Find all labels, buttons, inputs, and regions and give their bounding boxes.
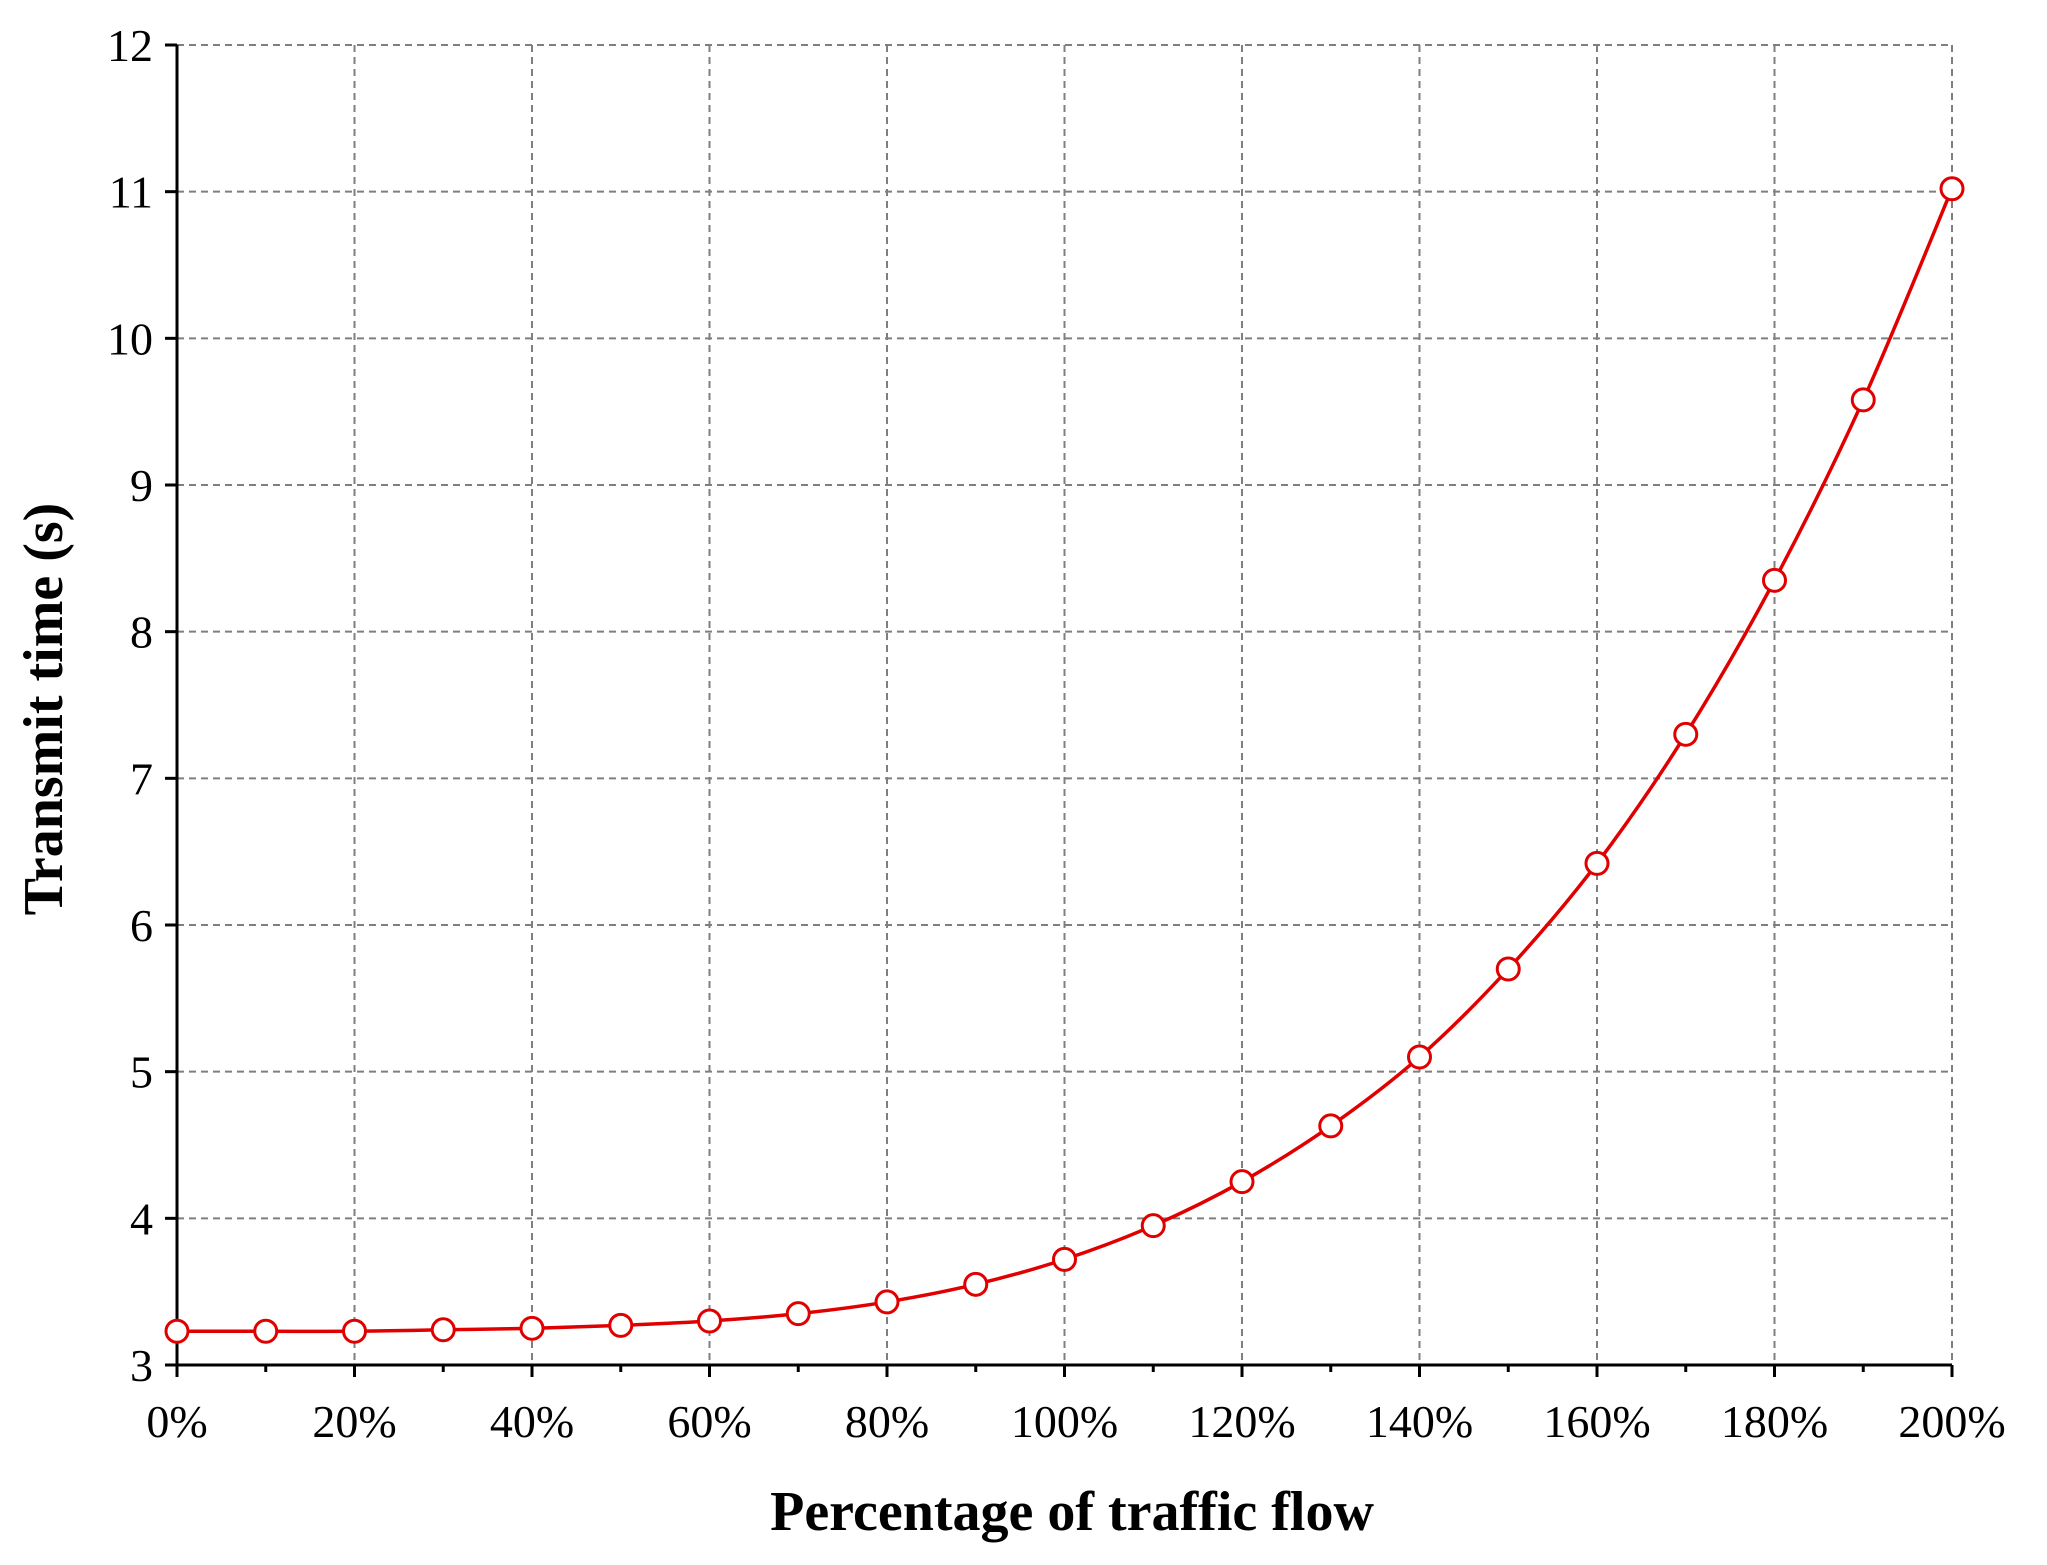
data-point-marker <box>608 1312 634 1338</box>
data-point-marker <box>1407 1044 1432 1070</box>
data-point-marker <box>164 1318 190 1344</box>
data-point-marker <box>1229 1169 1255 1195</box>
grid-lines <box>177 44 1953 1365</box>
data-point-marker <box>519 1315 545 1341</box>
y-tick-label: 5 <box>130 1047 153 1098</box>
x-tick-label: 0% <box>146 1396 207 1447</box>
y-tick-label: 9 <box>130 460 153 511</box>
data-point-marker <box>1762 567 1787 593</box>
data-point-marker <box>874 1289 900 1315</box>
y-tick-label: 10 <box>107 313 153 364</box>
data-point-marker <box>1495 956 1521 982</box>
y-tick-label: 11 <box>109 167 153 218</box>
axes <box>165 43 1954 1377</box>
x-tick-label: 120% <box>1188 1396 1295 1447</box>
x-axis-title: Percentage of traffic flow <box>770 1481 1374 1543</box>
data-point-marker <box>1939 176 1965 202</box>
data-point-marker <box>1850 387 1876 413</box>
data-point-marker <box>1673 721 1699 747</box>
x-tick-label: 140% <box>1366 1396 1473 1447</box>
x-tick-label: 160% <box>1543 1396 1650 1447</box>
y-tick-label: 7 <box>130 753 153 804</box>
x-tick-label: 60% <box>667 1396 751 1447</box>
y-tick-label: 6 <box>130 900 153 951</box>
tick-labels: 0% 20% 40% 60% 80% 100% 120% 140% 160% 180% 200% 3 4… <box>107 20 2006 1447</box>
data-point-marker <box>1052 1246 1077 1272</box>
data-point-marker <box>697 1308 722 1334</box>
data-point-marker <box>1318 1113 1344 1139</box>
x-tick-label: 80% <box>845 1396 929 1447</box>
data-point-marker <box>1140 1213 1166 1239</box>
x-tick-label: 100% <box>1011 1396 1118 1447</box>
y-tick-label: 8 <box>130 607 153 658</box>
plot-area <box>164 176 1965 1344</box>
y-tick-label: 4 <box>130 1193 153 1244</box>
data-point-marker <box>785 1301 811 1327</box>
y-tick-label: 12 <box>107 20 153 71</box>
data-point-marker <box>430 1317 456 1343</box>
x-tick-label: 20% <box>312 1396 396 1447</box>
data-point-marker <box>342 1318 367 1344</box>
y-axis-title: Transmit time (s) <box>13 503 75 916</box>
data-point-marker <box>963 1271 989 1297</box>
data-point-marker <box>1584 850 1610 876</box>
x-tick-label: 180% <box>1721 1396 1828 1447</box>
data-point-marker <box>253 1318 279 1344</box>
x-tick-label: 40% <box>490 1396 574 1447</box>
x-tick-label: 200% <box>1898 1396 2005 1447</box>
y-tick-label: 3 <box>130 1340 153 1391</box>
